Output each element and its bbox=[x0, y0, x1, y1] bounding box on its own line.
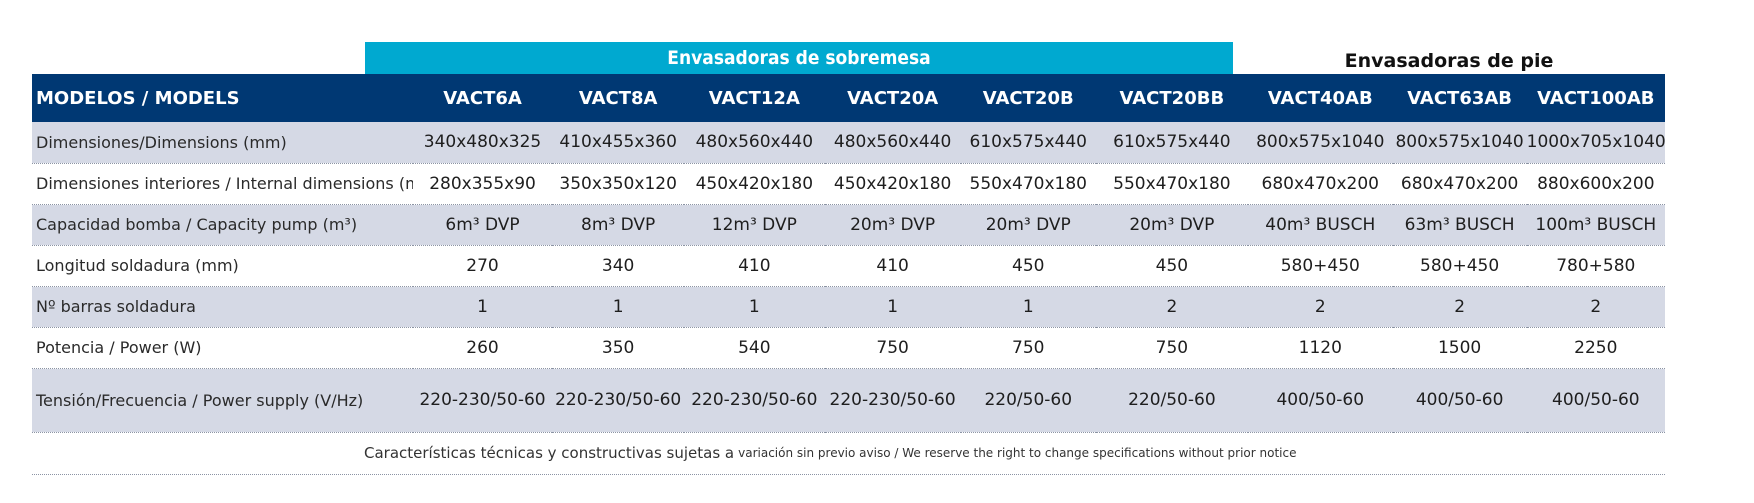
spec-cell: 880x600x200 bbox=[1537, 173, 1655, 194]
model-header: VACT20B bbox=[982, 87, 1074, 109]
spec-cell: 220/50-60 bbox=[1128, 390, 1216, 410]
spec-cell: 680x470x200 bbox=[1261, 173, 1379, 194]
spec-cell: 40m³ BUSCH bbox=[1265, 214, 1376, 235]
header-row: MODELOS / MODELS VACT6A VACT8A VACT12A VACT2… bbox=[32, 74, 1665, 122]
spec-cell: 1500 bbox=[1437, 337, 1482, 358]
spec-cell: 20m³ DVP bbox=[850, 214, 936, 235]
row-label: Dimensiones interiores / Internal dimens… bbox=[36, 174, 413, 193]
specs-body: Dimensiones/Dimensions (mm) 340x480x325 41… bbox=[32, 122, 1665, 432]
row-label: Tensión/Frecuencia / Power supply (V/Hz) bbox=[36, 390, 364, 410]
model-header: VACT40AB bbox=[1267, 87, 1373, 109]
spec-cell: 100m³ BUSCH bbox=[1535, 214, 1657, 235]
spec-cell: 6m³ DVP bbox=[445, 214, 520, 235]
spec-cell: 450 bbox=[1012, 255, 1045, 276]
spec-cell: 220-230/50-60 bbox=[691, 390, 818, 410]
spec-cell: 1 bbox=[887, 296, 899, 317]
spec-cell: 410 bbox=[876, 255, 909, 276]
spec-cell: 450 bbox=[1155, 255, 1189, 276]
spec-cell: 410 bbox=[738, 255, 771, 276]
spec-cell: 220-230/50-60 bbox=[555, 390, 682, 410]
model-header: VACT6A bbox=[443, 87, 522, 109]
spec-cell: 1 bbox=[748, 296, 760, 317]
group-tabletop: Envasadoras de sobremesa bbox=[365, 42, 1233, 74]
table-row: Longitud soldadura (mm) 270 340 410 410 450 45… bbox=[32, 245, 1665, 286]
spec-cell: 540 bbox=[738, 337, 771, 358]
spec-cell: 1000x705x1040 bbox=[1526, 132, 1665, 153]
spec-cell: 750 bbox=[1155, 337, 1189, 358]
spec-cell: 410x455x360 bbox=[559, 132, 677, 153]
spec-cell: 350 bbox=[601, 337, 635, 358]
spec-cell: 2 bbox=[1314, 296, 1326, 317]
specs-table: MODELOS / MODELS VACT6A VACT8A VACT12A VACT2… bbox=[32, 74, 1665, 433]
spec-cell: 1 bbox=[1022, 296, 1034, 317]
spec-cell: 450x420x180 bbox=[695, 173, 814, 194]
model-header: VACT12A bbox=[708, 87, 800, 109]
specs-sheet: Envasadoras de sobremesa Envasadoras de … bbox=[32, 42, 1665, 475]
spec-cell: 580+450 bbox=[1420, 255, 1500, 276]
model-header: VACT8A bbox=[578, 87, 658, 109]
row-label: Potencia / Power (W) bbox=[36, 338, 202, 357]
spec-cell: 400/50-60 bbox=[1552, 390, 1640, 410]
table-row: Potencia / Power (W) 260 350 540 750 750 750 11… bbox=[32, 327, 1665, 368]
spec-cell: 280x355x90 bbox=[429, 173, 536, 194]
model-header: VACT63AB bbox=[1407, 87, 1513, 109]
spec-cell: 1 bbox=[477, 296, 488, 317]
spec-cell: 800x575x1040 bbox=[1395, 132, 1524, 153]
spec-cell: 20m³ DVP bbox=[1129, 214, 1215, 235]
group-floor: Envasadoras de pie bbox=[1344, 50, 1554, 72]
spec-cell: 610x575x440 bbox=[969, 132, 1087, 153]
model-header: VACT100AB bbox=[1537, 87, 1655, 109]
spec-cell: 550x470x180 bbox=[969, 173, 1087, 194]
row-label: Capacidad bomba / Capacity pump (m³) bbox=[36, 215, 358, 234]
spec-cell: 220-230/50-60 bbox=[419, 390, 546, 410]
table-row: Dimensiones interiores / Internal dimens… bbox=[32, 163, 1665, 204]
spec-cell: 580+450 bbox=[1280, 255, 1360, 276]
footnote: Características técnicas y constructivas… bbox=[32, 433, 1665, 475]
model-header: VACT20A bbox=[847, 87, 939, 109]
spec-cell: 220-230/50-60 bbox=[829, 390, 956, 410]
row-label: Nº barras soldadura bbox=[36, 297, 196, 316]
spec-cell: 63m³ BUSCH bbox=[1404, 214, 1515, 235]
spec-cell: 750 bbox=[876, 337, 909, 358]
spec-cell: 1120 bbox=[1298, 337, 1342, 358]
model-header: VACT20BB bbox=[1119, 87, 1225, 109]
models-label: MODELOS / MODELS bbox=[36, 87, 240, 109]
spec-cell: 2250 bbox=[1574, 337, 1618, 358]
table-row: Nº barras soldadura 1 1 1 1 1 2 2 2 2 bbox=[32, 286, 1665, 327]
row-label: Longitud soldadura (mm) bbox=[36, 256, 239, 275]
spec-cell: 12m³ DVP bbox=[711, 214, 797, 235]
spec-cell: 2 bbox=[1454, 296, 1466, 317]
spec-cell: 340 bbox=[601, 255, 635, 276]
table-row: Capacidad bomba / Capacity pump (m³) 6m³ … bbox=[32, 204, 1665, 245]
spec-cell: 340x480x325 bbox=[423, 132, 542, 153]
spec-cell: 610x575x440 bbox=[1113, 132, 1231, 153]
spec-cell: 400/50-60 bbox=[1415, 390, 1504, 410]
spec-cell: 260 bbox=[466, 337, 499, 358]
spec-cell: 2 bbox=[1590, 296, 1602, 317]
spec-cell: 750 bbox=[1012, 337, 1045, 358]
spec-cell: 270 bbox=[466, 255, 499, 276]
spec-cell: 680x470x200 bbox=[1400, 173, 1519, 194]
spec-cell: 480x560x440 bbox=[833, 132, 952, 153]
spec-cell: 480x560x440 bbox=[695, 132, 814, 153]
spec-cell: 8m³ DVP bbox=[581, 214, 656, 235]
table-row: Dimensiones/Dimensions (mm) 340x480x325 41… bbox=[32, 122, 1665, 163]
spec-cell: 450x420x180 bbox=[833, 173, 952, 194]
spec-cell: 350x350x120 bbox=[559, 173, 677, 194]
spec-cell: 220/50-60 bbox=[984, 390, 1073, 410]
spec-cell: 1 bbox=[612, 296, 624, 317]
spec-cell: 400/50-60 bbox=[1276, 390, 1365, 410]
spec-cell: 800x575x1040 bbox=[1256, 132, 1385, 153]
footnote-small: variación sin previo aviso / We reserve … bbox=[738, 446, 1297, 460]
table-row: Tensión/Frecuencia / Power supply (V/Hz)… bbox=[32, 368, 1665, 432]
spec-cell: 2 bbox=[1166, 296, 1178, 317]
row-label: Dimensiones/Dimensions (mm) bbox=[36, 132, 287, 152]
group-headers: Envasadoras de sobremesa Envasadoras de … bbox=[32, 42, 1665, 74]
spec-cell: 780+580 bbox=[1556, 255, 1636, 276]
spec-cell: 20m³ DVP bbox=[985, 214, 1071, 235]
footnote-main: Características técnicas y constructivas… bbox=[364, 444, 735, 462]
spec-cell: 550x470x180 bbox=[1113, 173, 1231, 194]
